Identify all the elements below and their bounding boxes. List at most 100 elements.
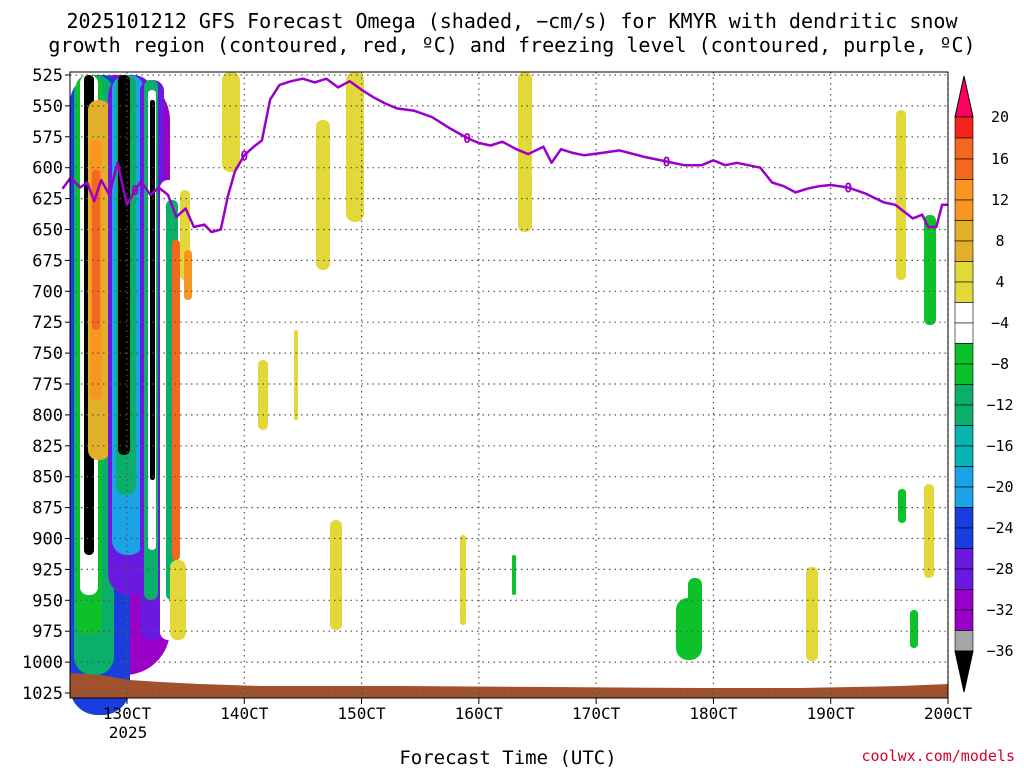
omega-shade-region xyxy=(806,567,818,661)
y-tick-label: 700 xyxy=(32,282,63,302)
credit-text: coolwx.com/models xyxy=(861,747,1015,765)
colorbar-segment xyxy=(954,343,974,365)
colorbar-segment xyxy=(954,609,974,631)
omega-shade-region xyxy=(924,484,934,578)
omega-shade-region xyxy=(896,110,906,280)
colorbar-segment xyxy=(954,630,974,652)
chart-title-line1: 2025101212 GFS Forecast Omega (shaded, −… xyxy=(66,9,958,33)
y-tick-label: 575 xyxy=(32,128,63,148)
colorbar-segment xyxy=(954,322,974,344)
omega-shade-region xyxy=(170,560,186,640)
colorbar-segment xyxy=(954,548,974,570)
colorbar-label: −8 xyxy=(991,355,1009,373)
y-tick-label: 925 xyxy=(32,560,63,580)
omega-shade-region xyxy=(188,360,194,440)
colorbar-segment xyxy=(954,568,974,590)
omega-shade-region xyxy=(176,70,188,110)
y-tick-label: 550 xyxy=(32,97,63,117)
x-tick-label: 190CT xyxy=(807,704,856,723)
chart-title-line2: growth region (contoured, red, ºC) and f… xyxy=(48,33,975,57)
colorbar-label: 16 xyxy=(991,150,1009,168)
omega-shade-region xyxy=(898,489,906,523)
ground-fill xyxy=(70,673,948,698)
colorbar-segment xyxy=(954,466,974,488)
colorbar-segment xyxy=(954,527,974,549)
colorbar-segment xyxy=(954,589,974,611)
colorbar-label: −4 xyxy=(991,314,1009,332)
colorbar-segment xyxy=(954,179,974,201)
y-tick-label: 625 xyxy=(32,190,63,210)
colorbar-arrow-top xyxy=(954,75,974,118)
colorbar-label: −12 xyxy=(986,396,1013,414)
grid-lines xyxy=(70,72,949,698)
y-tick-label: 750 xyxy=(32,344,63,364)
y-tick-label: 600 xyxy=(32,159,63,179)
omega-shading xyxy=(70,70,936,715)
freezing-level-label: 0 xyxy=(240,149,248,164)
freezing-level-label: 0 xyxy=(131,184,139,199)
x-tick-label: 150CT xyxy=(337,704,386,723)
x-axis-ticks: 130CT 140CT 150CT 160CT 170CT 180CT 190CT 200CT xyxy=(103,698,973,723)
colorbar-segment xyxy=(954,384,974,406)
y-axis-ticks: 525 550 575 600 625 650 675 700 725 750 775 800 825 8… xyxy=(22,66,70,704)
x-tick-label: 130CT xyxy=(103,704,152,723)
y-tick-label: 800 xyxy=(32,406,63,426)
colorbar-segment xyxy=(954,425,974,447)
y-tick-label: 725 xyxy=(32,313,63,333)
colorbar-arrow-bottom xyxy=(954,650,974,693)
y-tick-label: 675 xyxy=(32,251,63,271)
colorbar: 20 16 12 8 4 −4 −8 −12 −16 −20 −24 −28 −32 −36 xyxy=(954,75,1014,693)
omega-shade-region xyxy=(150,100,155,480)
colorbar-segment xyxy=(954,281,974,303)
plot-frame xyxy=(69,71,949,699)
y-tick-label: 775 xyxy=(32,375,63,395)
colorbar-label: −20 xyxy=(986,478,1013,496)
y-tick-label: 900 xyxy=(32,530,63,550)
freezing-level-label: 0 xyxy=(463,132,471,147)
x-year-label: 2025 xyxy=(109,723,148,742)
omega-shade-region xyxy=(460,535,466,625)
omega-shade-region xyxy=(346,72,364,222)
y-tick-label: 850 xyxy=(32,468,63,488)
y-tick-label: 525 xyxy=(32,66,63,86)
omega-shade-region xyxy=(316,120,330,270)
y-tick-label: 975 xyxy=(32,622,63,642)
colorbar-label: −36 xyxy=(986,642,1013,660)
colorbar-segment xyxy=(954,261,974,283)
freezing-level-contour: 0 0 0 0 0 xyxy=(61,77,948,234)
omega-shade-region xyxy=(172,240,180,560)
colorbar-segment xyxy=(954,137,974,160)
colorbar-segment xyxy=(954,220,974,242)
freezing-level-line xyxy=(61,77,948,234)
omega-shade-region xyxy=(330,520,342,630)
colorbar-label: 20 xyxy=(991,108,1009,126)
y-tick-label: 650 xyxy=(32,221,63,241)
omega-shade-region xyxy=(222,72,240,172)
colorbar-label: −32 xyxy=(986,601,1013,619)
y-tick-label: 1025 xyxy=(22,684,63,704)
x-tick-label: 160CT xyxy=(455,704,504,723)
colorbar-label: 4 xyxy=(995,273,1004,291)
y-tick-label: 875 xyxy=(32,499,63,519)
omega-shade-region xyxy=(910,610,918,648)
colorbar-segment xyxy=(954,363,974,385)
colorbar-label: 12 xyxy=(991,191,1009,209)
colorbar-segment xyxy=(954,158,974,180)
omega-shade-region xyxy=(294,330,298,420)
colorbar-segment xyxy=(954,116,974,139)
omega-shade-region xyxy=(258,360,268,430)
colorbar-segment xyxy=(954,199,974,221)
colorbar-label: 8 xyxy=(995,232,1004,250)
x-tick-label: 200CT xyxy=(924,704,973,723)
x-tick-label: 180CT xyxy=(689,704,738,723)
y-tick-label: 1000 xyxy=(22,653,63,673)
freezing-level-label: 0 xyxy=(663,156,671,171)
omega-shade-region xyxy=(92,170,100,330)
x-tick-label: 140CT xyxy=(220,704,269,723)
freezing-level-label: 0 xyxy=(844,181,852,196)
colorbar-segment xyxy=(954,445,974,467)
colorbar-segment xyxy=(954,486,974,508)
colorbar-label: −16 xyxy=(986,437,1013,455)
colorbar-label: −24 xyxy=(986,519,1013,537)
